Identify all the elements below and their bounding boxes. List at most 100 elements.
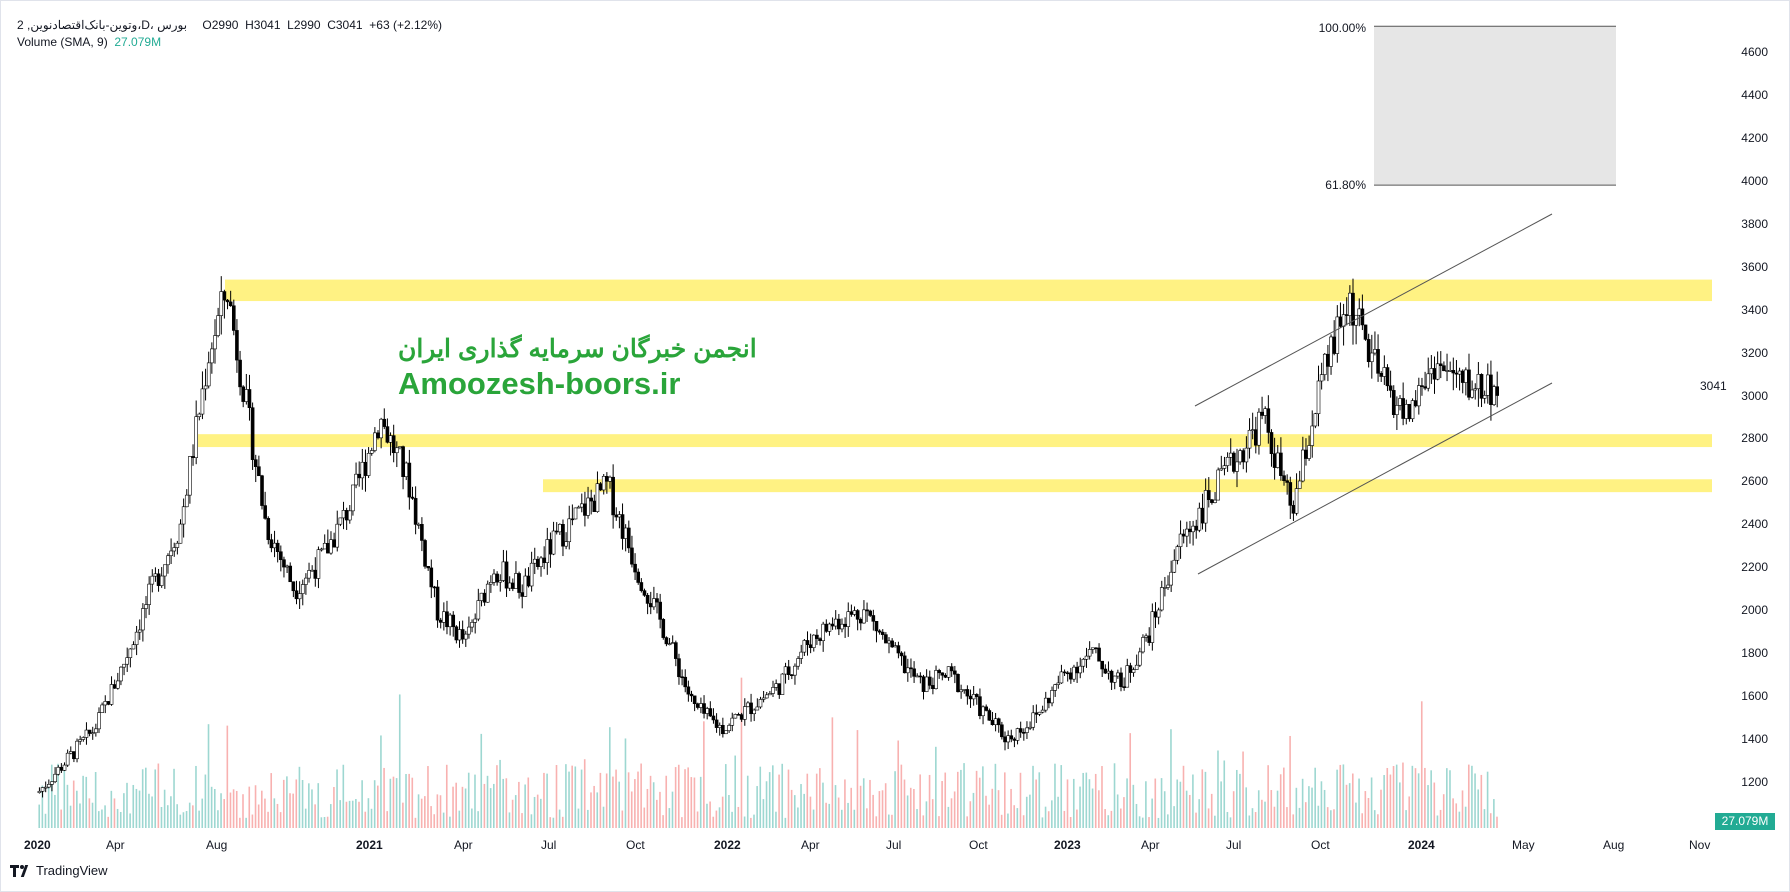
volume-bar (1129, 733, 1132, 828)
volume-bar (1405, 810, 1407, 828)
volume-bar (66, 784, 69, 828)
support-resistance-zones[interactable] (198, 279, 1712, 493)
price-channel[interactable] (1194, 213, 1553, 575)
candle-body (695, 703, 700, 708)
candle-body (1454, 372, 1459, 375)
volume-bar (1308, 786, 1310, 828)
volume-bar (759, 766, 762, 828)
volume-bar (1295, 787, 1298, 828)
candle-body (601, 476, 606, 491)
channel-upper-line (1194, 213, 1553, 407)
volume-bar (703, 721, 705, 828)
candle-body (1479, 374, 1484, 399)
candle-body (191, 456, 195, 458)
candle-body (1178, 533, 1183, 547)
volume-bar (781, 763, 784, 828)
candle-body (53, 773, 57, 783)
candle-body (322, 542, 327, 550)
volume-bar (439, 795, 442, 828)
candle-body (943, 674, 948, 678)
volume-bar (1207, 808, 1210, 828)
volume-bar (1148, 817, 1150, 828)
time-tick-label: Apr (1141, 838, 1160, 852)
candle-body (420, 524, 424, 541)
candle-body (558, 524, 562, 533)
candle-body (990, 719, 995, 725)
candle-body (1075, 666, 1079, 674)
volume-bar (565, 764, 567, 828)
candle-body (482, 592, 487, 603)
volume-bar (345, 801, 348, 828)
volume-bar (1493, 799, 1495, 828)
volume-bar (1326, 807, 1329, 828)
candle-body (326, 542, 330, 554)
candle-body (169, 550, 173, 557)
volume-bar (787, 769, 790, 828)
candle-body (1407, 404, 1412, 420)
volume-bar (605, 773, 608, 828)
candle-body (1065, 672, 1070, 675)
candle-body (257, 466, 261, 477)
candle-body (921, 676, 926, 692)
symbol-name[interactable]: 2 ,وتوین-بانک‌اقتصادنوین،D، بورس (17, 18, 188, 32)
volume-bar (1022, 815, 1025, 828)
open-value: O2990 (202, 18, 239, 32)
volume-bar (1358, 778, 1360, 828)
volume-bar (1292, 814, 1295, 828)
candle-body (937, 670, 941, 674)
candle-body (777, 683, 782, 695)
time-tick-label: Apr (106, 838, 125, 852)
volume-bar (684, 769, 686, 828)
candle-body (354, 473, 358, 486)
time-tick-label: 2024 (1408, 838, 1435, 852)
volume-bar (1261, 799, 1263, 828)
candle-body (319, 548, 324, 551)
candle-body (1338, 316, 1343, 327)
candle-body (1254, 429, 1258, 446)
candle-body (1144, 635, 1148, 638)
volume-bar (1013, 805, 1016, 828)
volume-bar (138, 790, 141, 828)
tradingview-brand[interactable]: TradingView (10, 863, 108, 878)
candle-body (733, 714, 738, 719)
volume-bar (1496, 816, 1498, 828)
volume-bar (163, 789, 166, 828)
volume-bar (756, 786, 758, 828)
candle-body (595, 483, 600, 512)
fibonacci-box[interactable] (1374, 25, 1616, 186)
volume-label[interactable]: Volume (SMA, 9) (17, 35, 108, 49)
candle-body (949, 666, 954, 672)
volume-bar (192, 805, 194, 828)
volume-bar (1452, 798, 1454, 828)
candle-body (768, 693, 772, 696)
candle-body (598, 483, 603, 491)
volume-bar (784, 817, 787, 828)
candle-body (1175, 546, 1180, 561)
volume-bar (806, 773, 809, 828)
candle-body (968, 695, 973, 700)
volume-bar (295, 779, 298, 828)
candle-body (498, 580, 503, 583)
volume-bar (994, 763, 997, 828)
candle-body (373, 432, 377, 451)
candle-body (890, 640, 894, 648)
volume-bar (229, 792, 232, 828)
candle-body (391, 435, 396, 454)
time-tick-label: 2020 (24, 838, 51, 852)
candle-body (906, 667, 910, 674)
volume-bar (888, 814, 890, 828)
candle-body (1423, 386, 1427, 389)
candle-body (119, 666, 123, 682)
candle-body (1257, 411, 1261, 446)
volume-bar (436, 794, 439, 828)
volume-bar (160, 806, 163, 828)
candle-body (799, 651, 804, 659)
volume-bar (1220, 781, 1222, 828)
volume-bar (568, 771, 570, 828)
volume-bar (270, 773, 273, 828)
volume-bar (1411, 765, 1414, 828)
volume-bar (753, 814, 755, 828)
volume-bar (364, 811, 367, 828)
candle-body (1426, 373, 1431, 389)
